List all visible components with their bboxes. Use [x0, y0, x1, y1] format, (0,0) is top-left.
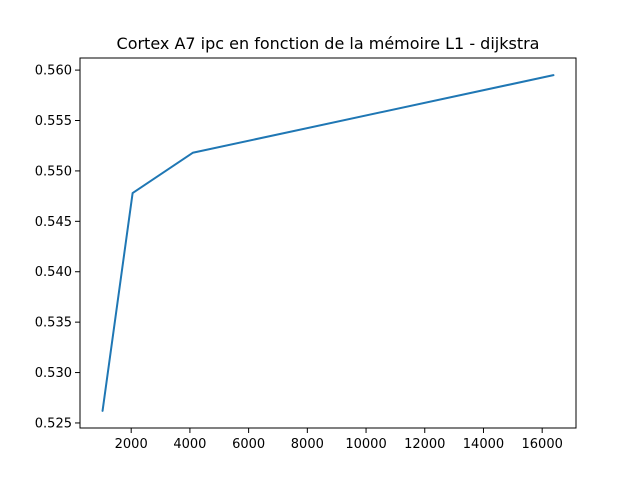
y-tick-label: 0.545 [35, 215, 72, 230]
x-tick-label: 4000 [173, 437, 206, 452]
x-tick-label: 14000 [463, 437, 504, 452]
y-tick-label: 0.555 [35, 114, 72, 129]
series-layer [101, 74, 555, 412]
x-tick-label: 6000 [232, 437, 265, 452]
y-tick-label: 0.525 [35, 416, 72, 431]
x-tick-label: 8000 [291, 437, 324, 452]
x-tick-label: 16000 [522, 437, 563, 452]
y-tick-label: 0.535 [35, 316, 72, 331]
x-axis-ticks: 2000 4000 6000 8000 10000 12000 14000 16000 [115, 428, 563, 452]
y-tick-label: 0.530 [35, 366, 72, 381]
y-tick-label: 0.540 [35, 265, 72, 280]
chart-title: Cortex A7 ipc en fonction de la mémoire … [117, 34, 540, 53]
y-axis-ticks: 0.525 0.530 0.535 0.540 0.545 0.550 0.555 0.560 [35, 64, 80, 431]
x-tick-label: 2000 [115, 437, 148, 452]
y-tick-label: 0.550 [35, 164, 72, 179]
plot-frame [79, 57, 577, 429]
x-tick-label: 10000 [345, 437, 386, 452]
y-tick-label: 0.560 [35, 64, 72, 79]
x-tick-label: 12000 [404, 437, 445, 452]
ipc-series-line [101, 74, 555, 412]
